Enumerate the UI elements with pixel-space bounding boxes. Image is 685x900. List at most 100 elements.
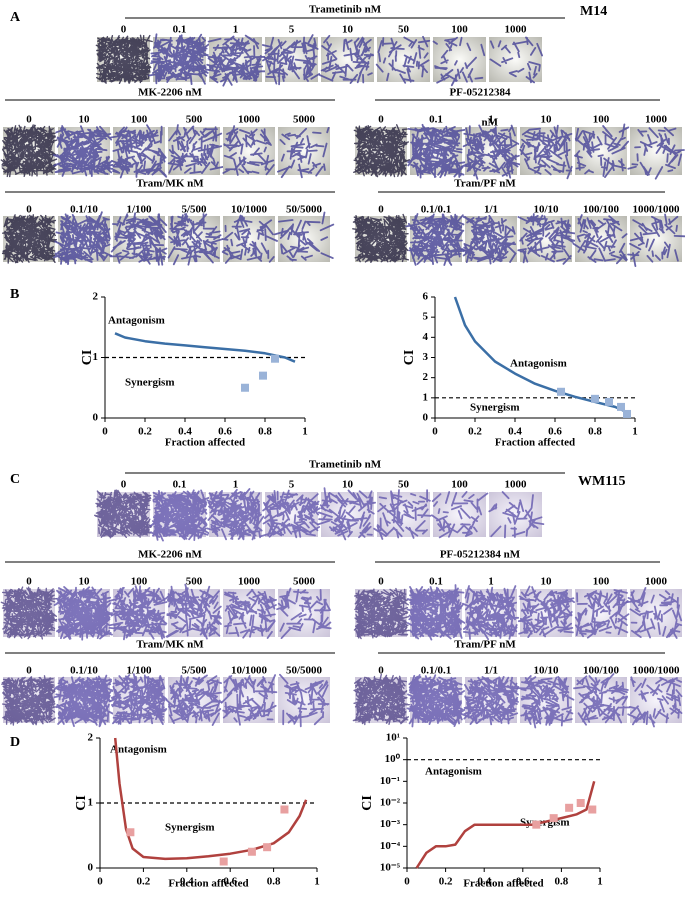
cells bbox=[516, 675, 575, 729]
ci-curve bbox=[415, 780, 596, 869]
x-tick-label: 0.8 bbox=[258, 426, 272, 438]
concentration-label: 500 bbox=[186, 114, 203, 126]
y-tick-label: 4 bbox=[423, 331, 429, 343]
cells bbox=[406, 584, 466, 641]
x-tick-label: 0.2 bbox=[468, 426, 482, 438]
x-tick-label: 0 bbox=[404, 876, 410, 888]
y-tick-label: 1 bbox=[88, 797, 94, 809]
panel-label: D bbox=[10, 735, 20, 750]
cells bbox=[53, 211, 113, 265]
x-tick-label: 0.2 bbox=[137, 876, 151, 888]
concentration-label: 0.1 bbox=[173, 24, 187, 36]
cells bbox=[0, 124, 58, 178]
cells bbox=[517, 585, 575, 638]
cells bbox=[461, 214, 517, 265]
group-title: MK-2206 nM bbox=[138, 87, 202, 99]
concentration-label: 1/100 bbox=[126, 665, 152, 677]
concentration-label: 10 bbox=[342, 24, 354, 36]
y-axis-label: CI bbox=[80, 350, 95, 366]
concentration-label: 10/1000 bbox=[231, 665, 268, 677]
concentration-label: 50 bbox=[398, 479, 410, 491]
annotation: Antagonism bbox=[425, 766, 482, 778]
x-axis-label: Fraction affected bbox=[168, 878, 248, 890]
y-tick-label: 5 bbox=[423, 311, 429, 323]
y-tick-label: 1 bbox=[93, 351, 99, 363]
ci-point bbox=[588, 805, 597, 814]
concentration-label: 0 bbox=[26, 204, 32, 216]
cells bbox=[352, 213, 409, 263]
cells bbox=[317, 487, 376, 541]
cells bbox=[406, 674, 467, 728]
ci-point bbox=[623, 409, 631, 418]
x-tick-label: 0.6 bbox=[218, 426, 232, 438]
x-tick-label: 0.4 bbox=[508, 426, 522, 438]
cells bbox=[53, 674, 114, 728]
concentration-label: 1/1 bbox=[484, 204, 498, 216]
concentration-label: 1000/1000 bbox=[632, 665, 680, 677]
concentration-label: 50/5000 bbox=[286, 204, 323, 216]
panel-label: B bbox=[10, 287, 19, 302]
cells bbox=[432, 36, 486, 87]
concentration-label: 0 bbox=[121, 24, 127, 36]
y-tick-label: 1 bbox=[423, 391, 429, 403]
x-tick-label: 0.4 bbox=[178, 426, 192, 438]
concentration-label: 1/1 bbox=[484, 665, 498, 677]
cell-line-label: WM115 bbox=[578, 474, 625, 489]
cells bbox=[517, 213, 578, 265]
concentration-label: 100 bbox=[451, 479, 468, 491]
concentration-label: 0 bbox=[378, 114, 384, 126]
cell-line-label: M14 bbox=[580, 4, 607, 19]
concentration-label: 5000 bbox=[293, 114, 316, 126]
y-tick-label: 10⁻⁵ bbox=[380, 862, 401, 874]
group-title: PF-05212384 bbox=[449, 87, 511, 99]
x-tick-label: 1 bbox=[597, 876, 603, 888]
y-tick-label: 10⁰ bbox=[385, 753, 401, 765]
cells bbox=[625, 587, 683, 639]
concentration-label: 0.1/10 bbox=[70, 665, 98, 677]
x-tick-label: 0.8 bbox=[588, 426, 602, 438]
cells bbox=[94, 489, 153, 539]
concentration-label: 5 bbox=[289, 479, 295, 491]
cells bbox=[353, 587, 410, 640]
concentration-label: 10/10 bbox=[533, 204, 559, 216]
y-tick-label: 0 bbox=[88, 862, 94, 874]
concentration-label: 1000 bbox=[645, 114, 668, 126]
group-title: Tram/MK nM bbox=[136, 178, 204, 190]
concentration-label: 10 bbox=[541, 576, 553, 588]
cells bbox=[206, 488, 265, 541]
cells bbox=[460, 124, 522, 180]
cells bbox=[53, 586, 114, 641]
x-tick-label: 0.6 bbox=[548, 426, 562, 438]
cells bbox=[375, 35, 431, 84]
cells bbox=[167, 213, 225, 266]
y-tick-label: 6 bbox=[423, 291, 429, 303]
ci-point bbox=[241, 383, 249, 392]
y-axis-label: CI bbox=[74, 795, 89, 811]
cells bbox=[519, 124, 573, 180]
concentration-label: 100 bbox=[593, 114, 610, 126]
cells bbox=[222, 125, 275, 176]
cells bbox=[572, 214, 628, 265]
group-title: Trametinib nM bbox=[309, 4, 382, 16]
cells bbox=[109, 124, 168, 179]
annotation: Synergism bbox=[165, 822, 215, 834]
cells bbox=[352, 673, 410, 726]
cells bbox=[627, 213, 685, 267]
ci-curve bbox=[453, 296, 630, 415]
cells bbox=[165, 583, 222, 640]
cells bbox=[318, 34, 374, 84]
y-tick-label: 10⁻¹ bbox=[380, 775, 400, 787]
concentration-label: 0.1 bbox=[173, 479, 187, 491]
cells bbox=[109, 212, 168, 266]
concentration-label: 0 bbox=[26, 576, 32, 588]
ci-point bbox=[219, 857, 228, 866]
ci-point bbox=[565, 803, 574, 812]
panel-label: A bbox=[10, 10, 21, 25]
concentration-label: 0 bbox=[26, 665, 32, 677]
concentration-label: 100 bbox=[131, 576, 148, 588]
cells bbox=[353, 124, 411, 178]
x-tick-label: 0 bbox=[432, 426, 438, 438]
concentration-label: 0.1 bbox=[429, 576, 443, 588]
y-tick-label: 10⁻² bbox=[380, 797, 401, 809]
concentration-label: 10 bbox=[79, 576, 91, 588]
